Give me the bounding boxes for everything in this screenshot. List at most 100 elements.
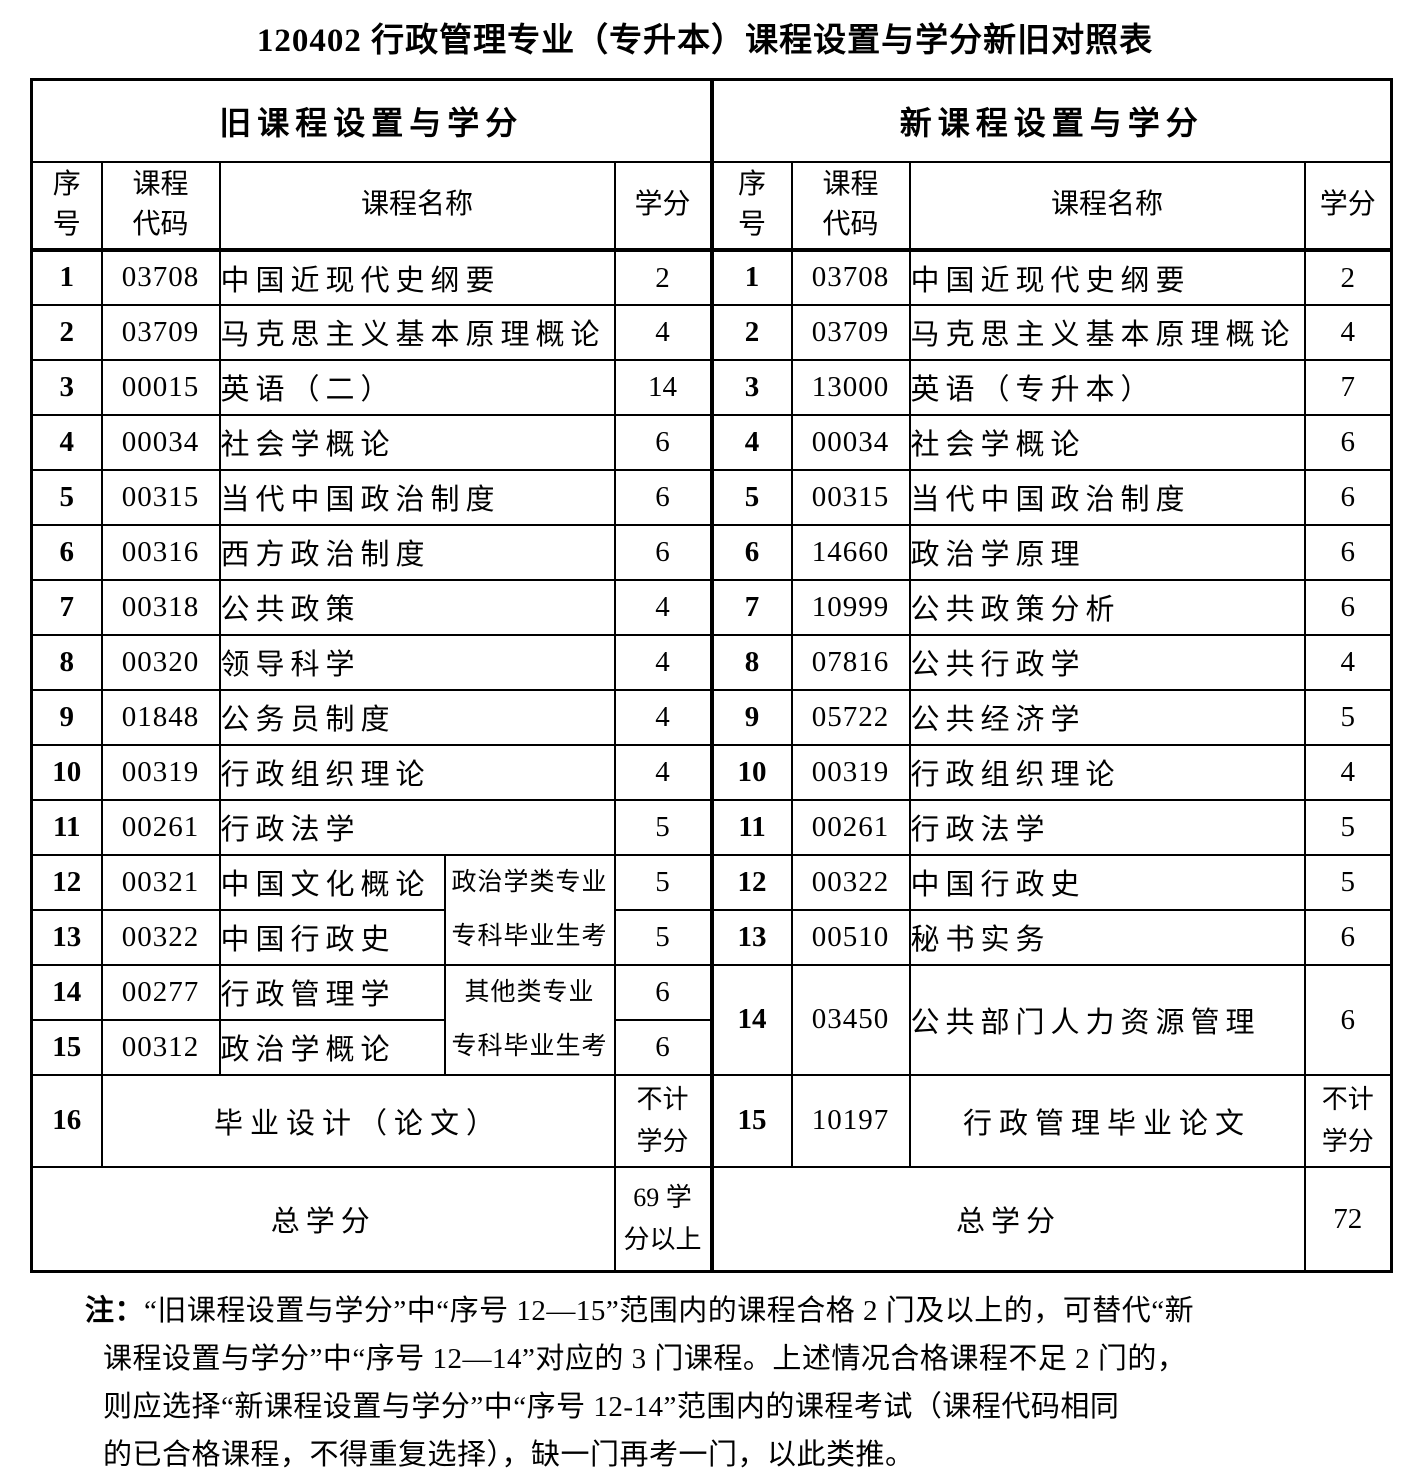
cell-code: 00319 — [100, 743, 221, 801]
cell-seq: 14 — [30, 963, 103, 1021]
footnote: 注：“旧课程设置与学分”中“序号 12—15”范围内的课程合格 2 门及以上的，… — [85, 1287, 1347, 1479]
cell-name: 公共政策 — [218, 578, 616, 636]
cell-credit: 6 — [1303, 413, 1393, 471]
col-header-code: 课程 代码 — [790, 160, 911, 252]
cell-seq: 6 — [30, 523, 103, 581]
cell-name: 毕业设计（论文） — [100, 1073, 616, 1168]
cell-seq: 2 — [709, 303, 793, 361]
cell-credit: 4 — [613, 688, 713, 746]
course-comparison-table: 旧课程设置与学分 新课程设置与学分 序 号 课程 代码 课程名称 学分 序 号 … — [30, 78, 1394, 1273]
cell-seq: 2 — [30, 303, 103, 361]
cell-code: 07816 — [790, 633, 911, 691]
cell-credit: 4 — [1303, 633, 1393, 691]
cell-seq: 1 — [709, 248, 793, 306]
cell-name: 中国文化概论 — [218, 853, 446, 911]
cell-name: 社会学概论 — [908, 413, 1306, 471]
cell-credit: 7 — [1303, 358, 1393, 416]
cell-credit: 2 — [1303, 248, 1393, 306]
cell-name: 秘书实务 — [908, 908, 1306, 966]
cell-seq: 11 — [30, 798, 103, 856]
cell-code: 00321 — [100, 853, 221, 911]
cell-code: 00034 — [100, 413, 221, 471]
cell-credit: 6 — [1303, 963, 1393, 1076]
cell-credit: 5 — [613, 853, 713, 911]
cell-credit: 6 — [613, 468, 713, 526]
cell-seq: 9 — [709, 688, 793, 746]
cell-name: 当代中国政治制度 — [908, 468, 1306, 526]
cell-credit: 6 — [613, 413, 713, 471]
cell-code: 14660 — [790, 523, 911, 581]
cell-code: 13000 — [790, 358, 911, 416]
cell-seq: 5 — [709, 468, 793, 526]
cell-name: 政治学原理 — [908, 523, 1306, 581]
cell-seq: 9 — [30, 688, 103, 746]
cell-credit: 5 — [613, 798, 713, 856]
cell-code: 00261 — [790, 798, 911, 856]
cell-name: 英语（二） — [218, 358, 616, 416]
cell-name: 行政法学 — [218, 798, 616, 856]
cell-name: 马克思主义基本原理概论 — [218, 303, 616, 361]
cell-code: 00277 — [100, 963, 221, 1021]
cell-code: 00319 — [790, 743, 911, 801]
cell-credit: 6 — [1303, 523, 1393, 581]
cell-seq: 8 — [30, 633, 103, 691]
cell-code: 03450 — [790, 963, 911, 1076]
cell-credit: 4 — [613, 578, 713, 636]
col-header-seq: 序 号 — [30, 160, 103, 252]
cell-name: 英语（专升本） — [908, 358, 1306, 416]
cell-credit: 2 — [613, 248, 713, 306]
cell-name: 行政法学 — [908, 798, 1306, 856]
cell-name: 当代中国政治制度 — [218, 468, 616, 526]
cell-code: 10999 — [790, 578, 911, 636]
cell-name: 领导科学 — [218, 633, 616, 691]
old-section-header: 旧课程设置与学分 — [30, 78, 713, 163]
col-header-credit: 学分 — [613, 160, 713, 252]
cell-seq: 13 — [709, 908, 793, 966]
cell-seq: 3 — [709, 358, 793, 416]
cell-name: 公共经济学 — [908, 688, 1306, 746]
cell-code: 00261 — [100, 798, 221, 856]
cell-code: 00322 — [790, 853, 911, 911]
cell-seq: 10 — [30, 743, 103, 801]
cell-total-label: 总学分 — [709, 1165, 1306, 1273]
cell-total-value: 72 — [1303, 1165, 1393, 1273]
cell-seq: 4 — [30, 413, 103, 471]
cell-seq: 5 — [30, 468, 103, 526]
cell-seq: 7 — [30, 578, 103, 636]
cell-total-value: 69 学 分以上 — [613, 1165, 713, 1273]
cell-name: 公共政策分析 — [908, 578, 1306, 636]
page-title: 120402 行政管理专业（专升本）课程设置与学分新旧对照表 — [256, 23, 1154, 59]
cell-name: 行政组织理论 — [908, 743, 1306, 801]
cell-credit: 不计 学分 — [1303, 1073, 1393, 1168]
cell-seq: 13 — [30, 908, 103, 966]
cell-name: 政治学概论 — [218, 1018, 446, 1076]
cell-code: 10197 — [790, 1073, 911, 1168]
cell-code: 03709 — [100, 303, 221, 361]
cell-credit: 6 — [1303, 578, 1393, 636]
cell-total-label: 总学分 — [30, 1165, 616, 1273]
cell-code: 05722 — [790, 688, 911, 746]
cell-code: 00034 — [790, 413, 911, 471]
cell-code: 00015 — [100, 358, 221, 416]
cell-code: 00320 — [100, 633, 221, 691]
note-line: 注：“旧课程设置与学分”中“序号 12—15”范围内的课程合格 2 门及以上的，… — [85, 1287, 1347, 1335]
col-header-credit: 学分 — [1303, 160, 1393, 252]
cell-seq: 8 — [709, 633, 793, 691]
cell-name: 中国近现代史纲要 — [908, 248, 1306, 306]
cell-code: 00510 — [790, 908, 911, 966]
cell-code: 03709 — [790, 303, 911, 361]
cell-group-note: 其他类专业 专科毕业生考 — [443, 963, 616, 1076]
cell-name: 公共部门人力资源管理 — [908, 963, 1306, 1076]
cell-credit: 5 — [1303, 688, 1393, 746]
cell-seq: 15 — [709, 1073, 793, 1168]
cell-seq: 6 — [709, 523, 793, 581]
cell-credit: 4 — [613, 633, 713, 691]
cell-credit: 不计 学分 — [613, 1073, 713, 1168]
cell-credit: 6 — [613, 963, 713, 1021]
cell-credit: 5 — [1303, 853, 1393, 911]
cell-name: 行政管理学 — [218, 963, 446, 1021]
cell-name: 西方政治制度 — [218, 523, 616, 581]
col-header-seq: 序 号 — [709, 160, 793, 252]
cell-code: 01848 — [100, 688, 221, 746]
note-line: 则应选择“新课程设置与学分”中“序号 12-14”范围内的课程考试（课程代码相同 — [103, 1391, 1120, 1423]
